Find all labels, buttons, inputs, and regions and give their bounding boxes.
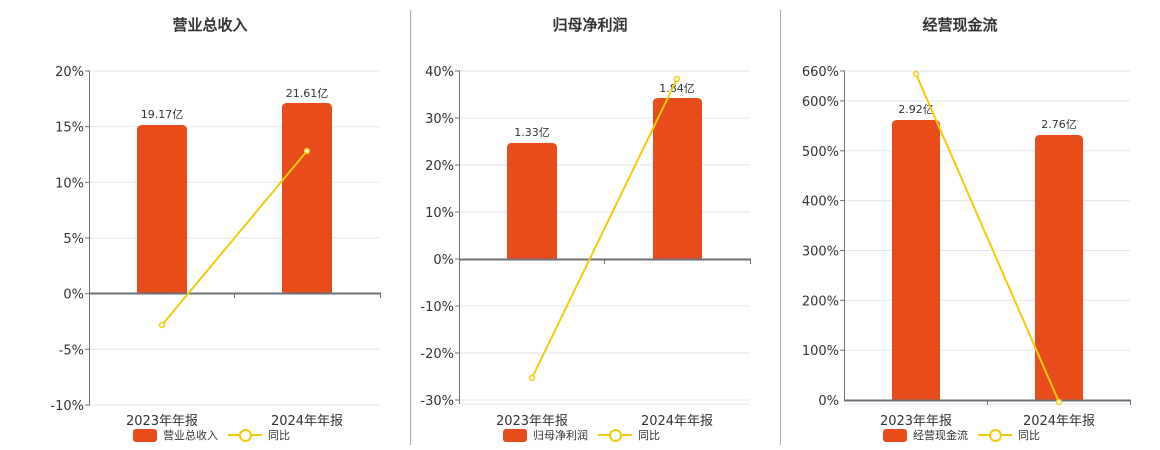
net-profit-chart-panel: 归母净利润 40% 30% 20% 10% 0% -10% -20% -30% [410, 0, 780, 450]
chart-title: 经营现金流 [922, 16, 998, 34]
yoy-line [915, 73, 1060, 403]
svg-text:20%: 20% [425, 159, 454, 174]
chart-title: 归母净利润 [552, 16, 628, 34]
legend-bar-label[interactable]: 归母净利润 [533, 429, 588, 442]
svg-text:-30%: -30% [420, 394, 454, 409]
bar-value-label: 19.17亿 [141, 108, 184, 121]
bar-value-label: 2.76亿 [1041, 118, 1077, 131]
y-axis-ticks: 20% 15% 10% 5% 0% -5% -10% [50, 65, 84, 414]
bar-value-label: 21.61亿 [286, 87, 329, 100]
svg-text:400%: 400% [802, 195, 839, 210]
legend-bar-swatch[interactable] [503, 428, 527, 442]
bar-2024 [1035, 135, 1083, 400]
x-axis-label: 2023年年报 [496, 414, 568, 429]
yoy-line [531, 78, 678, 379]
svg-text:10%: 10% [55, 176, 84, 191]
svg-text:660%: 660% [802, 65, 839, 80]
svg-text:0%: 0% [433, 253, 454, 268]
bar-2023 [892, 120, 940, 400]
svg-text:600%: 600% [802, 95, 839, 110]
svg-text:0%: 0% [818, 394, 839, 409]
legend-bar-swatch[interactable] [133, 428, 157, 442]
svg-text:300%: 300% [802, 245, 839, 260]
bar-2023 [507, 143, 557, 259]
chart-legend: 归母净利润 同比 [503, 427, 660, 443]
x-axis-label: 2024年年报 [1023, 414, 1095, 429]
panel-divider [780, 10, 781, 445]
svg-text:40%: 40% [425, 65, 454, 80]
x-axis-label: 2023年年报 [126, 414, 198, 429]
legend-bar-label[interactable]: 营业总收入 [163, 429, 218, 442]
svg-text:20%: 20% [55, 65, 84, 80]
net-profit-chart: 40% 30% 20% 10% 0% -10% -20% -30% 1.33亿 … [420, 65, 751, 429]
svg-text:0%: 0% [63, 288, 84, 303]
legend-bar-label[interactable]: 经营现金流 [913, 429, 968, 442]
legend-line-icon[interactable] [978, 428, 1012, 442]
chart-title: 营业总收入 [172, 16, 248, 34]
operating-cashflow-chart: 660% 600% 500% 400% 300% 200% 100% 0% 2.… [802, 65, 1131, 429]
legend-bar-swatch[interactable] [883, 428, 907, 442]
svg-text:5%: 5% [63, 232, 84, 247]
revenue-chart-panel: 营业总收入 20% 15% 10% 5% 0% -5% -10% 1 [0, 0, 410, 450]
legend-line-label[interactable]: 同比 [268, 429, 290, 442]
bar-2024 [653, 98, 702, 259]
svg-text:15%: 15% [55, 121, 84, 136]
svg-text:-5%: -5% [59, 343, 84, 358]
chart-legend: 经营现金流 同比 [883, 427, 1040, 443]
legend-line-icon[interactable] [228, 428, 262, 442]
legend-line-icon[interactable] [598, 428, 632, 442]
panel-divider [410, 10, 411, 445]
svg-text:10%: 10% [425, 206, 454, 221]
svg-text:-10%: -10% [420, 300, 454, 315]
x-axis-label: 2024年年报 [641, 414, 713, 429]
svg-text:200%: 200% [802, 294, 839, 309]
svg-text:500%: 500% [802, 145, 839, 160]
svg-text:30%: 30% [425, 112, 454, 127]
bar-value-label: 1.33亿 [514, 126, 550, 139]
bar-2023 [137, 125, 187, 293]
legend-line-label[interactable]: 同比 [638, 429, 660, 442]
bar-2024 [282, 103, 332, 293]
bar-value-label: 1.84亿 [659, 82, 695, 95]
y-axis-ticks: 40% 30% 20% 10% 0% -10% -20% -30% [420, 65, 454, 409]
operating-cashflow-chart-panel: 经营现金流 660% 600% 500% 400% 300% 200% 100%… [780, 0, 1160, 450]
bar-value-label: 2.92亿 [898, 103, 934, 116]
revenue-chart: 20% 15% 10% 5% 0% -5% -10% 19.17亿 21.61亿… [50, 65, 381, 429]
x-axis-label: 2024年年报 [271, 414, 343, 429]
legend-line-label[interactable]: 同比 [1018, 429, 1040, 442]
y-axis-ticks: 660% 600% 500% 400% 300% 200% 100% 0% [802, 65, 839, 409]
svg-text:100%: 100% [802, 344, 839, 359]
svg-text:-10%: -10% [50, 399, 84, 414]
x-axis-label: 2023年年报 [880, 414, 952, 429]
chart-legend: 营业总收入 同比 [133, 427, 290, 443]
yoy-line [161, 150, 308, 326]
svg-text:-20%: -20% [420, 347, 454, 362]
